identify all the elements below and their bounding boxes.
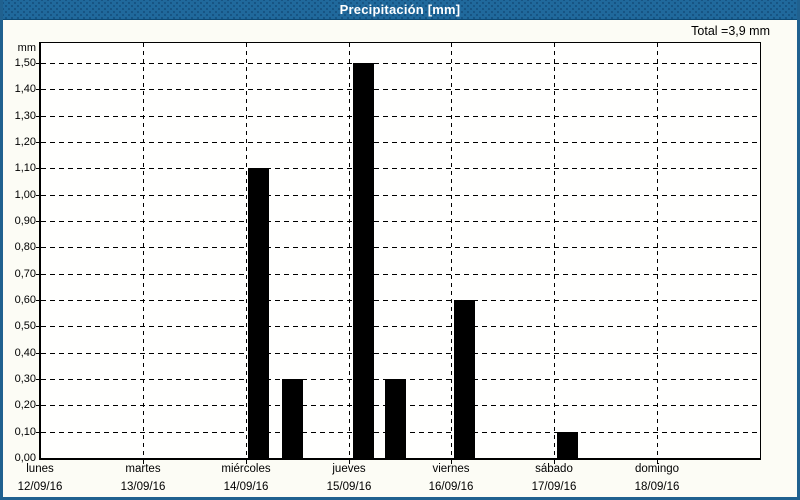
precipitation-bar: [353, 63, 374, 458]
vertical-gridline: [657, 43, 658, 458]
x-axis-date-label: 13/09/16: [120, 481, 166, 493]
y-axis-tick-label: 0,80: [14, 241, 36, 253]
precipitation-bar: [282, 379, 303, 458]
y-axis-tick: [36, 142, 39, 143]
x-axis-day-label: sábado: [535, 463, 573, 475]
y-axis-tick-label: 0,70: [14, 268, 36, 280]
y-axis-tick-label: 1,50: [14, 57, 36, 69]
x-axis-day-label: lunes: [26, 463, 54, 475]
precipitation-bar: [248, 168, 269, 458]
total-label: Total =3,9 mm: [691, 24, 770, 38]
window-title-bar[interactable]: Precipitación [mm]: [0, 0, 800, 20]
vertical-gridline: [349, 43, 350, 458]
horizontal-gridline: [41, 353, 760, 354]
y-axis-tick: [36, 326, 39, 327]
y-axis-tick: [36, 63, 39, 64]
precipitation-bar: [454, 300, 475, 458]
x-axis-date-label: 17/09/16: [531, 481, 577, 493]
y-axis-tick-label: 0,50: [14, 320, 36, 332]
x-axis-tick: [246, 460, 247, 464]
x-axis-tick: [349, 460, 350, 464]
vertical-gridline: [554, 43, 555, 458]
horizontal-gridline: [41, 168, 760, 169]
horizontal-gridline: [41, 142, 760, 143]
y-axis-tick: [36, 168, 39, 169]
y-axis-tick-label: 0,30: [14, 373, 36, 385]
vertical-gridline: [143, 43, 144, 458]
y-axis-tick-label: 0,40: [14, 347, 36, 359]
x-axis-day-label: martes: [125, 463, 161, 475]
x-axis-date-label: 15/09/16: [326, 481, 372, 493]
x-axis-date-label: 14/09/16: [223, 481, 269, 493]
y-axis-tick-label: 0,60: [14, 294, 36, 306]
y-axis-tick-label: 0,00: [14, 452, 36, 464]
y-axis-tick: [36, 116, 39, 117]
y-axis-tick: [36, 379, 39, 380]
y-axis-tick: [36, 247, 39, 248]
y-axis-tick-label: 0,90: [14, 215, 36, 227]
x-axis-date-label: 16/09/16: [428, 481, 474, 493]
horizontal-gridline: [41, 89, 760, 90]
y-axis-tick: [36, 300, 39, 301]
y-axis-unit-label: mm: [17, 42, 36, 54]
window-title: Precipitación [mm]: [339, 2, 461, 17]
x-axis-date-label: 12/09/16: [17, 481, 63, 493]
y-axis-tick: [36, 405, 39, 406]
y-axis-tick: [36, 432, 39, 433]
x-axis-day-label: domingo: [634, 463, 680, 475]
y-axis-tick: [36, 89, 39, 90]
window-frame-bottom: [0, 497, 800, 500]
y-axis-tick: [36, 195, 39, 196]
y-axis-tick: [36, 221, 39, 222]
y-axis-tick-label: 1,20: [14, 136, 36, 148]
horizontal-gridline: [41, 63, 760, 64]
y-axis-tick-label: 1,00: [14, 189, 36, 201]
x-axis-date-label: 18/09/16: [634, 481, 680, 493]
window-frame-left: [0, 0, 3, 500]
horizontal-gridline: [41, 221, 760, 222]
y-axis-tick: [36, 274, 39, 275]
y-axis-tick-label: 1,30: [14, 110, 36, 122]
vertical-gridline: [451, 43, 452, 458]
precipitation-bar: [385, 379, 406, 458]
x-axis-tick: [554, 460, 555, 464]
plot-area: [39, 42, 761, 460]
precipitation-bar: [557, 432, 578, 458]
horizontal-gridline: [41, 300, 760, 301]
horizontal-gridline: [41, 274, 760, 275]
y-axis-tick-label: 0,20: [14, 399, 36, 411]
horizontal-gridline: [41, 116, 760, 117]
horizontal-gridline: [41, 195, 760, 196]
y-axis-tick-label: 1,10: [14, 162, 36, 174]
y-axis-tick: [36, 353, 39, 354]
x-axis-tick: [657, 460, 658, 464]
y-axis-tick-label: 0,10: [14, 426, 36, 438]
vertical-gridline: [246, 43, 247, 458]
x-axis-day-label: jueves: [332, 463, 366, 475]
y-axis-tick-label: 1,40: [14, 83, 36, 95]
x-axis-tick: [143, 460, 144, 464]
window-frame-right: [797, 0, 800, 500]
x-axis-day-label: miércoles: [221, 463, 271, 475]
horizontal-gridline: [41, 247, 760, 248]
x-axis-day-label: viernes: [432, 463, 470, 475]
x-axis-tick: [451, 460, 452, 464]
horizontal-gridline: [41, 326, 760, 327]
